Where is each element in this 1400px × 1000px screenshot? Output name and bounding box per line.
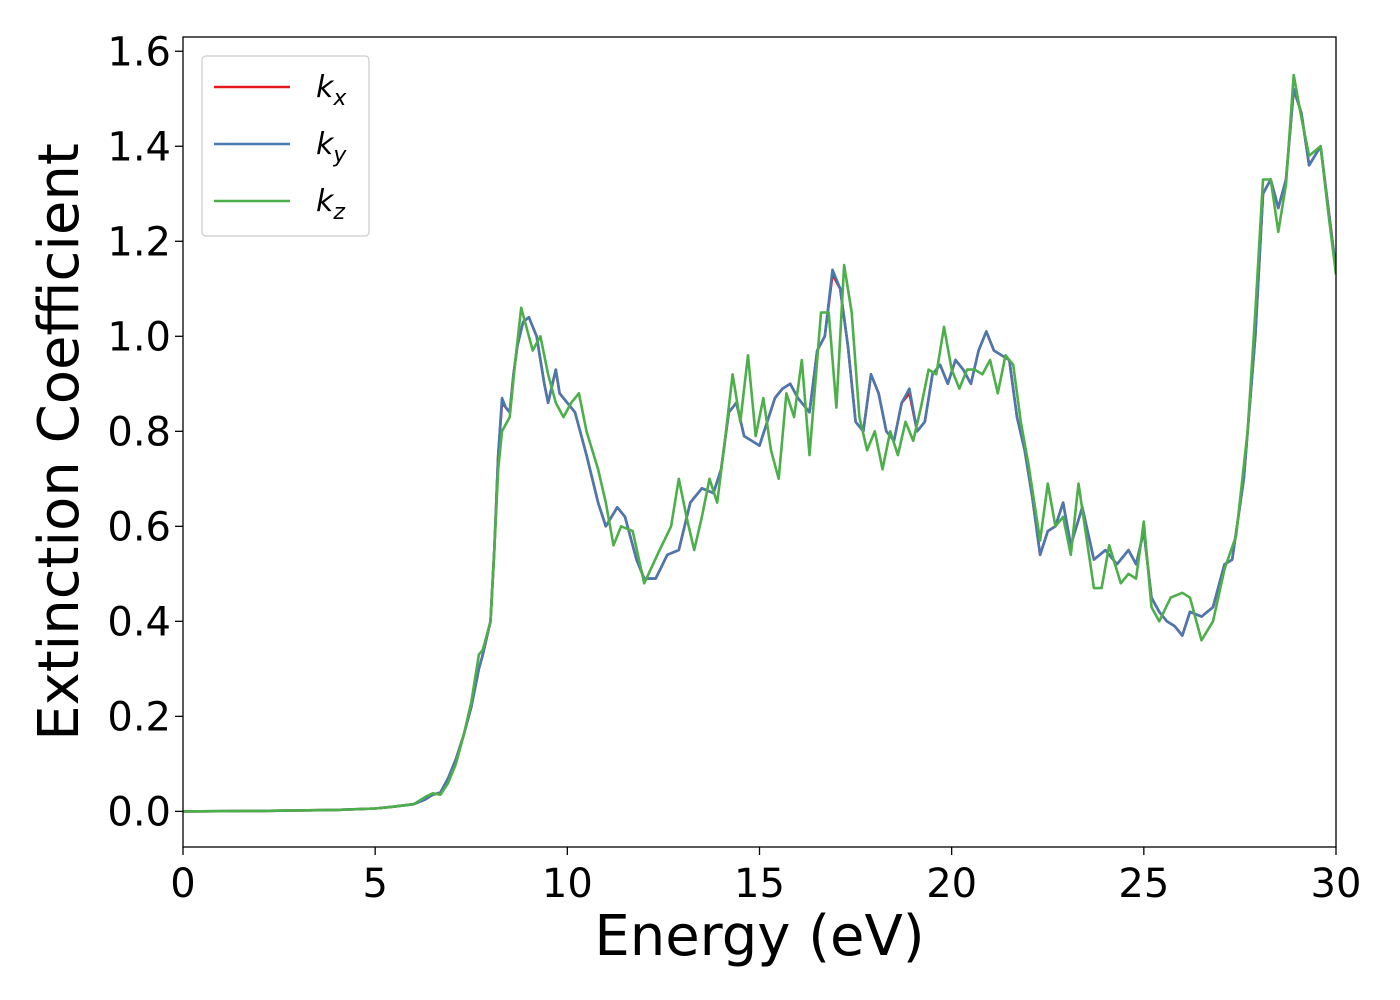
x-tick-label: 30: [1311, 861, 1362, 907]
legend-box: [201, 55, 370, 237]
y-tick-label: 0.2: [107, 694, 171, 740]
plot-area: [183, 73, 1336, 813]
x-tick-label: 25: [1118, 861, 1169, 907]
y-tick-label: 0.0: [107, 789, 171, 835]
x-tick-label: 0: [170, 861, 195, 907]
x-tick-label: 5: [362, 861, 387, 907]
y-tick-label: 1.2: [107, 219, 171, 265]
y-axis-title: Extinction Coefficient: [27, 143, 92, 741]
x-tick-label: 10: [542, 861, 593, 907]
y-tick-label: 0.6: [107, 504, 171, 550]
y-axis: 0.0 0.2 0.4 0.6 0.8 1.0 1.2 1.4 1.6: [107, 29, 183, 835]
x-axis: 0 5 10 15 20 25 30: [170, 847, 1361, 907]
y-tick-label: 1.4: [107, 124, 171, 170]
x-tick-label: 15: [734, 861, 785, 907]
x-axis-title: Energy (eV): [594, 904, 924, 969]
y-tick-label: 1.0: [107, 314, 171, 360]
x-tick-label: 20: [926, 861, 977, 907]
y-tick-label: 0.4: [107, 599, 171, 645]
series-line-kz: [183, 73, 1336, 813]
y-tick-label: 0.8: [107, 409, 171, 455]
y-tick-label: 1.6: [107, 29, 171, 75]
